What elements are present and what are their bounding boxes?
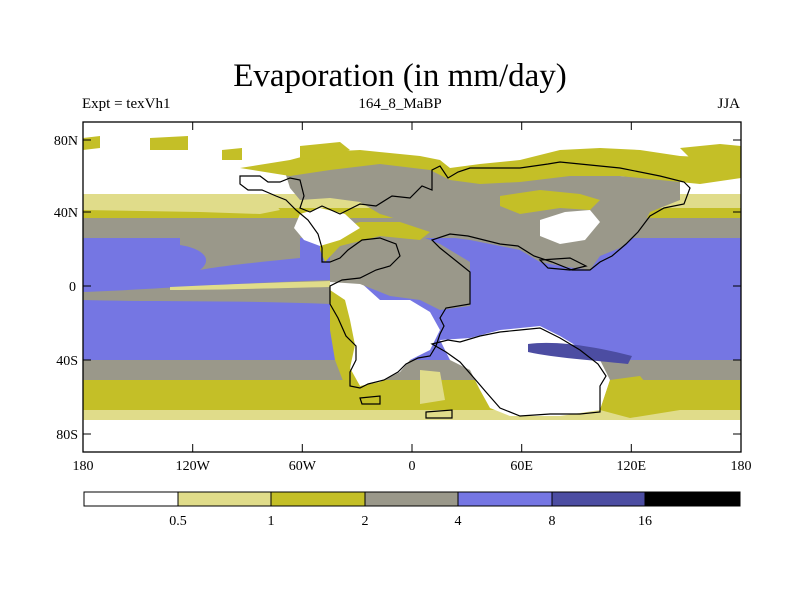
arctic-patch-2: [150, 136, 188, 150]
lat-tick-80s: 80S: [56, 428, 78, 443]
north-pale-margin: [83, 196, 280, 214]
south-land-pale-edge: [420, 370, 445, 404]
lon-tick-180w: 180: [73, 459, 94, 474]
coastline-island-1: [359, 395, 381, 405]
coastline-north: [239, 161, 691, 389]
lat-tick-40n: 40N: [54, 206, 78, 221]
coastline-island-2: [425, 409, 453, 419]
lon-tick-180e: 180: [731, 459, 752, 474]
colorbar-bin-2: [271, 492, 365, 506]
colorbar: 0.5 1 2 4 8 16: [83, 491, 741, 529]
colorbar-bin-6: [645, 492, 740, 506]
dark-blue-patch: [528, 342, 632, 364]
colorbar-label-0.5: 0.5: [169, 514, 187, 529]
lon-tick-120w: 120W: [176, 459, 211, 474]
lat-tick-labels: 80N 40N 0 40S 80S: [54, 134, 78, 443]
colorbar-bin-3: [365, 492, 458, 506]
lon-tick-60e: 60E: [510, 459, 533, 474]
period-label: 164_8_MaBP: [358, 96, 442, 112]
arctic-patch-5: [680, 144, 741, 158]
lon-tick-120e: 120E: [617, 459, 647, 474]
colorbar-bin-4: [458, 492, 552, 506]
coastline-south: [430, 327, 607, 417]
africa-gray: [330, 228, 470, 310]
colorbar-frame: [83, 491, 741, 507]
eurasia-gray: [285, 162, 680, 270]
inland-white-west: [294, 208, 360, 246]
colorbar-label-1: 1: [268, 514, 275, 529]
map-title: Evaporation (in mm/day): [233, 58, 567, 94]
lat-tick-40s: 40S: [56, 354, 78, 369]
season-label: JJA: [717, 96, 740, 112]
colorbar-label-16: 16: [638, 514, 652, 529]
north-pacific-gray: [180, 232, 300, 270]
inland-white-east: [540, 210, 600, 244]
eurasia-olive-north: [240, 148, 741, 184]
lat-axis: [83, 139, 741, 435]
arctic-patch-4: [222, 148, 242, 160]
lon-axis: [82, 122, 632, 452]
colorbar-label-4: 4: [455, 514, 462, 529]
colorbar-bin-5: [552, 492, 645, 506]
pacific-pale-streak: [170, 281, 330, 290]
inland-olive-ring: [500, 190, 600, 214]
lat-tick-80n: 80N: [54, 134, 78, 149]
colorbar-label-2: 2: [362, 514, 369, 529]
south-america-land: [330, 282, 440, 386]
colorbar-bin-0: [84, 492, 178, 506]
arctic-patch-1: [83, 136, 100, 150]
map-field: [83, 122, 741, 452]
lat-tick-0: 0: [69, 280, 76, 295]
south-land-olive-edge: [600, 376, 680, 418]
lon-tick-0: 0: [409, 459, 416, 474]
arctic-patch-3: [300, 142, 350, 160]
colorbar-bin-1: [178, 492, 271, 506]
colorbar-label-8: 8: [549, 514, 556, 529]
coastline-island-3: [538, 257, 588, 271]
south-america-olive: [330, 290, 360, 386]
lon-tick-labels: 180 120W 60W 0 60E 120E 180: [73, 459, 752, 474]
experiment-label: Expt = texVh1: [82, 96, 171, 112]
lon-tick-60w: 60W: [289, 459, 317, 474]
